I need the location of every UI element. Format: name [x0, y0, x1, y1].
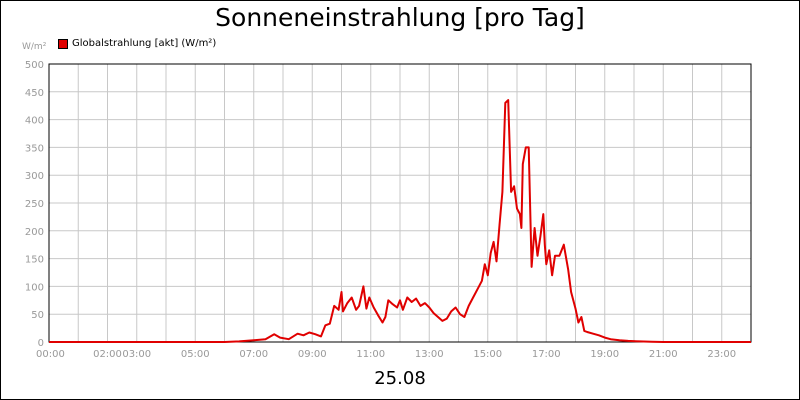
series-line-globalstrahlung: [49, 99, 751, 343]
y-tick-label: 150: [25, 255, 44, 266]
legend-series-name: Globalstrahlung [akt] (W/m²): [72, 38, 217, 49]
x-tick-label: 13:00: [415, 349, 444, 360]
y-tick-label: 200: [25, 227, 44, 238]
x-tick-label: 00:00: [36, 349, 65, 360]
x-tick-label: 11:00: [356, 349, 385, 360]
y-axis-unit-label: W/m²: [22, 42, 47, 52]
y-tick-label: 350: [25, 143, 44, 154]
x-tick-label: 02:00: [93, 349, 122, 360]
x-tick-label: 19:00: [590, 349, 619, 360]
y-tick-label: 450: [25, 88, 44, 99]
x-tick-label: 03:00: [122, 349, 151, 360]
x-tick-label: 09:00: [298, 349, 327, 360]
y-tick-label: 0: [38, 338, 44, 349]
x-tick-label: 15:00: [473, 349, 502, 360]
y-tick-label: 300: [25, 171, 44, 182]
y-tick-label: 50: [31, 310, 44, 321]
x-tick-label: 23:00: [707, 349, 736, 360]
y-tick-label: 400: [25, 116, 44, 127]
plot-area-border: [48, 63, 752, 343]
grid: [49, 64, 751, 342]
y-tick-label: 250: [25, 199, 44, 210]
legend-swatch-icon: [58, 38, 68, 49]
x-tick-label: 17:00: [532, 349, 561, 360]
legend: Globalstrahlung [akt] (W/m²): [58, 38, 216, 49]
x-tick-label: 21:00: [649, 349, 678, 360]
x-tick-label: 07:00: [239, 349, 268, 360]
y-tick-label: 100: [25, 282, 44, 293]
x-tick-labels: 00:00 02:00 03:00 05:00 07:00 09:00 11:00 13:00…: [36, 349, 736, 360]
x-tick-label: 05:00: [181, 349, 210, 360]
date-label: 25.08: [374, 368, 426, 389]
chart-title: Sonneneinstrahlung [pro Tag]: [215, 3, 585, 32]
y-tick-label: 500: [25, 60, 44, 71]
y-tick-labels: 0 50 100 150 200 250 300 350 400 450 500: [25, 60, 44, 349]
